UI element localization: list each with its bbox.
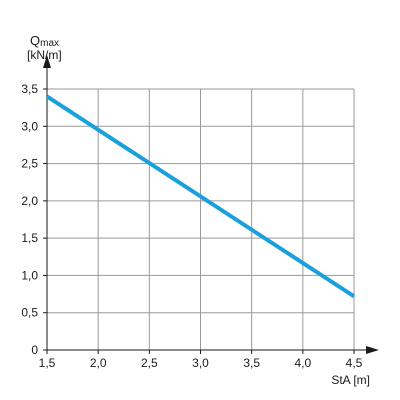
y-axis-arrow <box>43 55 51 68</box>
y-tick-label: 3,0 <box>21 119 38 133</box>
y-tick-label: 1,5 <box>21 231 38 245</box>
y-tick-label: 2,0 <box>21 194 38 208</box>
y-tick-label: 2,5 <box>21 157 38 171</box>
y-tick-label: 0,5 <box>21 306 38 320</box>
x-tick-label: 2,5 <box>141 356 158 370</box>
x-tick-label: 4,0 <box>294 356 311 370</box>
series-layer <box>45 94 356 298</box>
tick-labels: 1,5 2,0 2,5 3,0 3,5 4,0 4,5 0 0,5 1,0 1,5 2,0 2,5 3,0… <box>21 82 362 370</box>
y-axis-label: Qmax <box>30 33 59 49</box>
y-axis-unit-label: [kN/m] <box>27 48 62 62</box>
y-tick-label: 0 <box>31 343 38 357</box>
x-tick-label: 3,5 <box>243 356 260 370</box>
x-tick-label: 1,5 <box>39 356 56 370</box>
axes <box>43 55 379 354</box>
x-tick-label: 2,0 <box>90 356 107 370</box>
y-tick-label: 1,0 <box>21 268 38 282</box>
x-axis-label: StA [m] <box>331 373 370 387</box>
grid <box>47 88 355 350</box>
x-tick-label: 3,0 <box>192 356 209 370</box>
x-tick-label: 4,5 <box>346 356 363 370</box>
y-tick-label: 3,5 <box>21 82 38 96</box>
x-axis-arrow <box>366 346 379 354</box>
series-line <box>45 94 356 298</box>
